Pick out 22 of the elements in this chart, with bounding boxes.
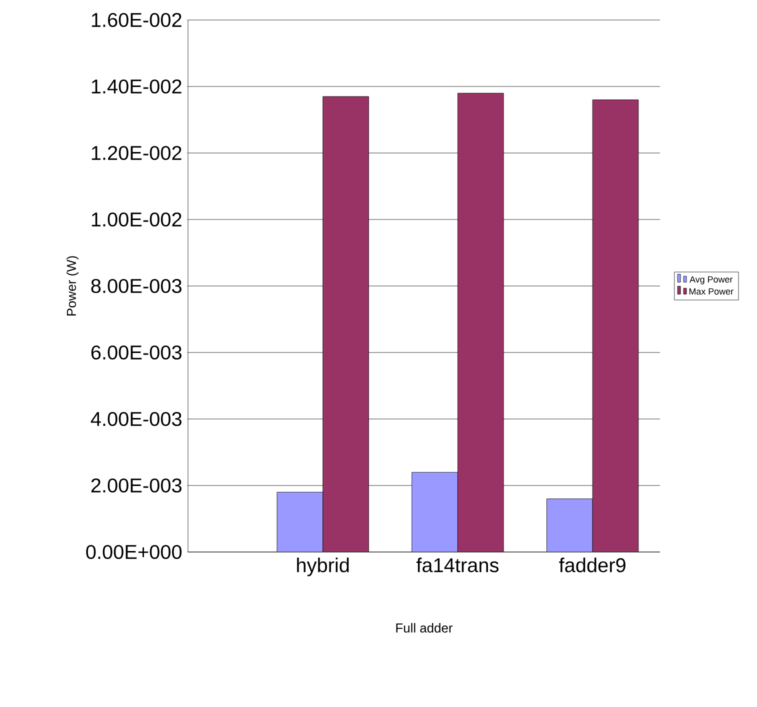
y-tick-label: 1.60E-002 <box>92 12 182 28</box>
bar <box>412 472 458 552</box>
y-tick-label: 1.20E-002 <box>92 146 182 160</box>
bar <box>276 492 324 552</box>
legend-label: Max Power <box>689 288 734 295</box>
y-tick-label: 1.00E-002 <box>92 212 182 227</box>
x-tick-label: fadder9 <box>559 558 626 572</box>
y-axis-title: Power (W) <box>66 256 79 316</box>
x-tick-label: fa14trans <box>416 558 499 572</box>
x-axis-title: Full adder <box>396 623 453 633</box>
bar <box>592 100 639 552</box>
y-tick-label: 6.00E-003 <box>91 345 182 360</box>
y-tick-label: 1.40E-002 <box>92 79 182 94</box>
y-tick-label: 2.00E-003 <box>91 478 182 493</box>
legend-label: Avg Power <box>690 276 733 284</box>
bar <box>322 96 369 552</box>
bar <box>458 92 504 552</box>
x-tick-label: hybrid <box>297 558 349 576</box>
y-tick-label: 4.00E-003 <box>90 412 182 426</box>
y-tick-label: 8.00E-003 <box>91 278 182 294</box>
y-tick-label: 0.00E+000 <box>86 544 182 560</box>
bar <box>546 498 593 552</box>
